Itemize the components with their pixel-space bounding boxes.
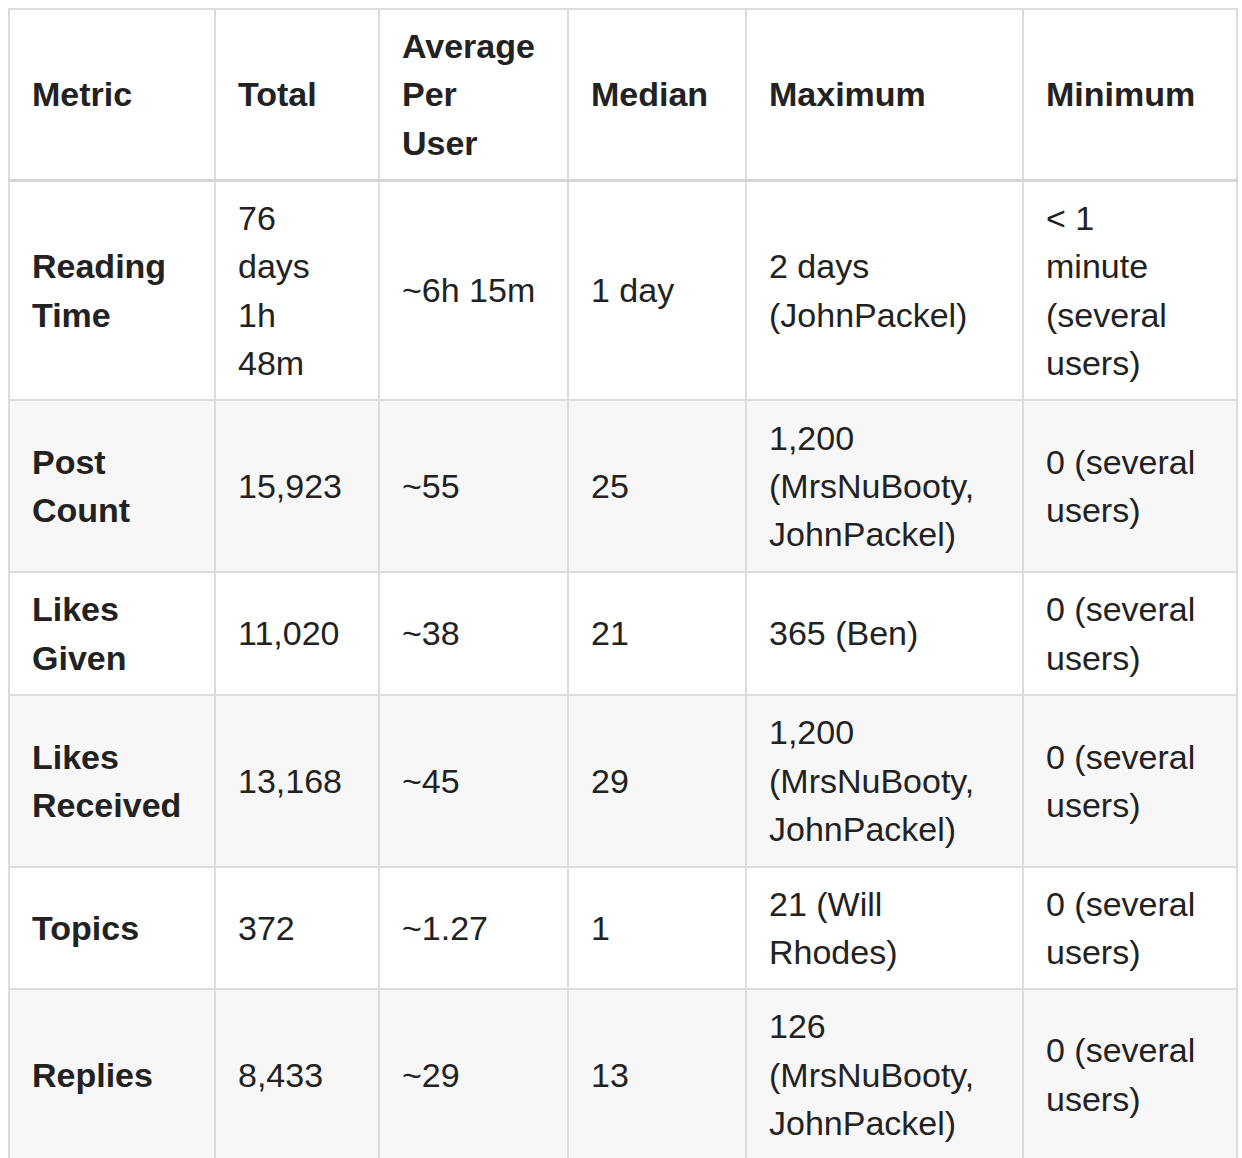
cell-post-count-total: 15,923 bbox=[215, 400, 379, 572]
cell-likes-given-minimum: 0 (several users) bbox=[1023, 572, 1237, 695]
cell-likes-received-minimum: 0 (several users) bbox=[1023, 695, 1237, 867]
cell-likes-received-maximum: 1,200 (MrsNuBooty, JohnPackel) bbox=[746, 695, 1023, 867]
cell-replies-metric: Replies bbox=[9, 989, 215, 1158]
cell-likes-given-average: ~38 bbox=[379, 572, 568, 695]
table-row-post-count: Post Count 15,923 ~55 25 1,200 (MrsNuBoo… bbox=[9, 400, 1237, 572]
cell-likes-given-metric: Likes Given bbox=[9, 572, 215, 695]
cell-post-count-median: 25 bbox=[568, 400, 746, 572]
metrics-table-container: Metric Total Average Per User Median Max… bbox=[0, 0, 1242, 1158]
cell-replies-median: 13 bbox=[568, 989, 746, 1158]
cell-replies-minimum: 0 (several users) bbox=[1023, 989, 1237, 1158]
column-header-average-per-user: Average Per User bbox=[379, 9, 568, 180]
cell-replies-average: ~29 bbox=[379, 989, 568, 1158]
cell-topics-maximum: 21 (Will Rhodes) bbox=[746, 867, 1023, 990]
header-row: Metric Total Average Per User Median Max… bbox=[9, 9, 1237, 180]
cell-post-count-average: ~55 bbox=[379, 400, 568, 572]
metrics-summary-table: Metric Total Average Per User Median Max… bbox=[8, 8, 1238, 1158]
cell-post-count-metric: Post Count bbox=[9, 400, 215, 572]
cell-reading-time-average: ~6h 15m bbox=[379, 180, 568, 400]
cell-likes-given-total: 11,020 bbox=[215, 572, 379, 695]
cell-likes-received-median: 29 bbox=[568, 695, 746, 867]
cell-topics-minimum: 0 (several users) bbox=[1023, 867, 1237, 990]
cell-likes-received-metric: Likes Received bbox=[9, 695, 215, 867]
cell-post-count-maximum: 1,200 (MrsNuBooty, JohnPackel) bbox=[746, 400, 1023, 572]
cell-reading-time-median: 1 day bbox=[568, 180, 746, 400]
cell-likes-given-median: 21 bbox=[568, 572, 746, 695]
column-header-minimum: Minimum bbox=[1023, 9, 1237, 180]
column-header-total: Total bbox=[215, 9, 379, 180]
cell-reading-time-minimum: < 1 minute (several users) bbox=[1023, 180, 1237, 400]
cell-likes-received-average: ~45 bbox=[379, 695, 568, 867]
column-header-maximum: Maximum bbox=[746, 9, 1023, 180]
table-row-replies: Replies 8,433 ~29 13 126 (MrsNuBooty, Jo… bbox=[9, 989, 1237, 1158]
cell-topics-average: ~1.27 bbox=[379, 867, 568, 990]
cell-likes-given-maximum: 365 (Ben) bbox=[746, 572, 1023, 695]
cell-reading-time-total: 76 days 1h 48m bbox=[215, 180, 379, 400]
cell-reading-time-metric: Reading Time bbox=[9, 180, 215, 400]
cell-topics-median: 1 bbox=[568, 867, 746, 990]
column-header-median: Median bbox=[568, 9, 746, 180]
cell-topics-total: 372 bbox=[215, 867, 379, 990]
cell-replies-total: 8,433 bbox=[215, 989, 379, 1158]
cell-post-count-minimum: 0 (several users) bbox=[1023, 400, 1237, 572]
table-row-likes-received: Likes Received 13,168 ~45 29 1,200 (MrsN… bbox=[9, 695, 1237, 867]
cell-topics-metric: Topics bbox=[9, 867, 215, 990]
table-row-topics: Topics 372 ~1.27 1 21 (Will Rhodes) 0 (s… bbox=[9, 867, 1237, 990]
column-header-metric: Metric bbox=[9, 9, 215, 180]
table-row-likes-given: Likes Given 11,020 ~38 21 365 (Ben) 0 (s… bbox=[9, 572, 1237, 695]
cell-reading-time-maximum: 2 days (JohnPackel) bbox=[746, 180, 1023, 400]
cell-likes-received-total: 13,168 bbox=[215, 695, 379, 867]
cell-replies-maximum: 126 (MrsNuBooty, JohnPackel) bbox=[746, 989, 1023, 1158]
table-row-reading-time: Reading Time 76 days 1h 48m ~6h 15m 1 da… bbox=[9, 180, 1237, 400]
